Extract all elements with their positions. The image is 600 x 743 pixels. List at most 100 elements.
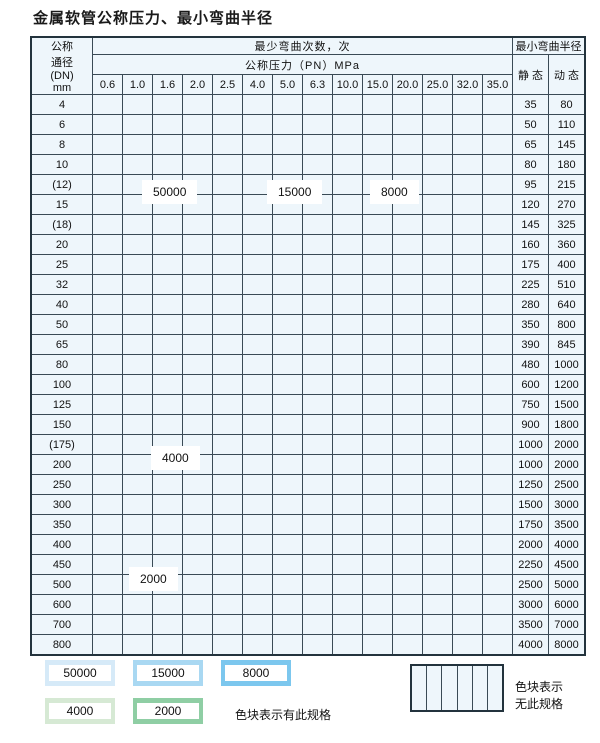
dn-cell: 10 [30,154,93,175]
spec-cell-filled [182,234,213,255]
spec-cell-empty [452,534,483,555]
spec-cell-filled [302,234,333,255]
table-row: 250 1250 2500 [30,474,586,495]
spec-cell-filled [392,234,423,255]
header-row-mid: 公称压力（PN）MPa 静 态 动 态 [31,54,586,95]
spec-cell-empty [332,454,363,475]
spec-cell-filled [182,314,213,335]
spec-cell-empty [482,474,513,495]
table-row: 400 2000 4000 [30,534,586,555]
spec-cell-filled [242,294,273,315]
dn-cell: 450 [30,554,93,575]
spec-cell-empty [422,574,453,595]
spec-cell-empty [272,634,303,656]
spec-cell-filled [92,534,123,555]
spec-cell-filled [152,594,183,615]
table-row: (18) 145 325 [30,214,586,235]
spec-cell-filled [422,194,453,215]
spec-cell-filled [92,554,123,575]
spec-cell-filled [242,234,273,255]
spec-cell-empty [362,434,393,455]
spec-cell-filled [392,94,423,115]
spec-cell-empty [272,534,303,555]
spec-cell-filled [92,634,123,656]
spec-cell-empty [422,614,453,635]
spec-cell-empty [392,394,423,415]
spec-cell-empty [362,574,393,595]
spec-cell-filled [122,334,153,355]
dn-cell: (12) [30,174,93,195]
spec-cell-filled [332,94,363,115]
spec-cell-filled [212,314,243,335]
spec-cell-filled [362,134,393,155]
spec-cell-empty [392,634,423,656]
spec-cell-filled [182,254,213,275]
table-row: 40 280 640 [30,294,586,315]
spec-cell-filled [392,214,423,235]
legend-has-spec-text: 色块表示有此规格 [235,708,332,722]
spec-cell-filled [122,574,153,595]
spec-cell-empty [242,534,273,555]
spec-cell-empty [212,614,243,635]
spec-cell-empty [392,434,423,455]
spec-cell-filled [122,434,153,455]
spec-cell-filled [92,114,123,135]
dn-cell: 65 [30,334,93,355]
spec-cell-filled [422,114,453,135]
dn-cell: 700 [30,614,93,635]
dn-cell: 20 [30,234,93,255]
table-row: 450 2250 4500 [30,554,586,575]
pressure-columns-row: 0.6 1.0 1.6 2.0 2.5 4.0 5.0 6.3 10.0 15.0 20.0 25.0… [31,74,585,95]
spec-cell-filled [212,394,243,415]
spec-cell-empty [452,134,483,155]
static-radius-cell: 350 [512,314,549,335]
spec-cell-empty [362,534,393,555]
spec-cell-filled [242,254,273,275]
no-spec-cell [412,666,428,710]
spec-cell-filled [92,214,123,235]
spec-cell-empty [362,634,393,656]
spec-cell-empty [482,614,513,635]
dn-cell: 200 [30,454,93,475]
no-spec-cell [488,666,502,710]
dynamic-radius-cell: 6000 [548,594,586,615]
spec-cell-filled [392,134,423,155]
spec-cell-filled [152,334,183,355]
spec-cell-empty [482,174,513,195]
spec-cell-filled [122,514,153,535]
spec-cell-empty [332,494,363,515]
static-radius-cell: 1000 [512,434,549,455]
spec-cell-filled [182,454,213,475]
spec-cell-empty [362,334,393,355]
spec-cell-empty [392,414,423,435]
spec-cell-empty [482,314,513,335]
spec-cell-filled [182,494,213,515]
spec-cell-filled [92,374,123,395]
spec-cell-filled [152,374,183,395]
spec-cell-empty [452,254,483,275]
spec-cell-empty [392,554,423,575]
static-radius-cell: 1500 [512,494,549,515]
spec-cell-filled [152,634,183,656]
spec-cell-empty [272,514,303,535]
spec-cell-filled [242,274,273,295]
spec-cell-filled [182,354,213,375]
spec-cell-filled [422,134,453,155]
spec-cell-filled [272,194,303,215]
spec-cell-filled [122,614,153,635]
table-row: 50 350 800 [30,314,586,335]
spec-cell-filled [392,154,423,175]
dn-cell: (18) [30,214,93,235]
spec-cell-filled [122,94,153,115]
spec-cell-empty [332,414,363,435]
dynamic-radius-cell: 640 [548,294,586,315]
spec-cell-filled [242,434,273,455]
spec-cell-filled [212,214,243,235]
spec-cell-filled [182,534,213,555]
dynamic-radius-cell: 1200 [548,374,586,395]
spec-cell-empty [392,274,423,295]
spec-cell-filled [152,514,183,535]
static-radius-cell: 80 [512,154,549,175]
spec-cell-filled [212,194,243,215]
spec-cell-empty [452,214,483,235]
